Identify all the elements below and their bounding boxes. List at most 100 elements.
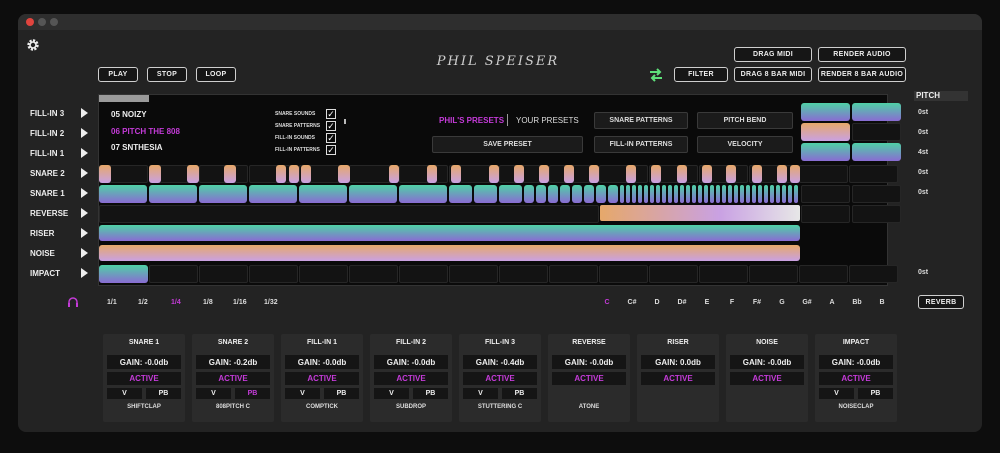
snare-1-hit[interactable]: [638, 185, 642, 203]
headphones-icon[interactable]: [67, 297, 79, 307]
play-triangle-icon[interactable]: [81, 228, 88, 238]
filter-button[interactable]: FILTER: [674, 67, 728, 82]
reverb-button[interactable]: REVERB: [918, 295, 964, 309]
channel-active-toggle[interactable]: ACTIVE: [552, 372, 626, 385]
playhead-scrollbar[interactable]: [99, 95, 149, 102]
pitch-bend-toggle[interactable]: PB: [235, 388, 270, 399]
snare-2-hit[interactable]: [289, 165, 299, 183]
snare-2-hit[interactable]: [752, 165, 762, 183]
snare-2-hit[interactable]: [187, 165, 199, 183]
tab-your-presets[interactable]: YOUR PRESETS: [516, 116, 579, 125]
pitch-value-fill-in-3[interactable]: 0st: [918, 109, 929, 116]
snare-2-hit[interactable]: [626, 165, 636, 183]
tab-phils-presets[interactable]: PHIL'S PRESETS: [439, 116, 505, 125]
snare-1-hit[interactable]: [474, 185, 497, 203]
snare-1-hit[interactable]: [524, 185, 534, 203]
snare-1-hit[interactable]: [608, 185, 618, 203]
grid-option-1-32[interactable]: 1/32: [264, 299, 278, 306]
impact-empty-cell[interactable]: [549, 265, 598, 283]
track-label-fill-in-3[interactable]: FILL-IN 3: [30, 105, 88, 121]
snare-1-hit[interactable]: [584, 185, 594, 203]
impact-empty-cell[interactable]: [199, 265, 248, 283]
impact-empty-cell[interactable]: [599, 265, 648, 283]
pitch-value-fill-in-2[interactable]: 0st: [918, 129, 929, 136]
snare-1-hit[interactable]: [704, 185, 708, 203]
note-option-selected[interactable]: C: [604, 299, 610, 306]
channel-gain[interactable]: GAIN: -0.2db: [196, 355, 270, 369]
velocity-toggle[interactable]: V: [463, 388, 498, 399]
preset-list-item[interactable]: 07 SNTHESIA: [111, 143, 163, 152]
velocity-toggle[interactable]: V: [374, 388, 409, 399]
impact-empty-cell[interactable]: [449, 265, 498, 283]
snare-1-hit[interactable]: [499, 185, 522, 203]
impact-empty-cell[interactable]: [649, 265, 698, 283]
play-triangle-icon[interactable]: [81, 268, 88, 278]
close-window-button[interactable]: [26, 18, 34, 26]
snare-2-hit[interactable]: [389, 165, 399, 183]
grid-option-1-1[interactable]: 1/1: [107, 299, 117, 306]
snare-1-hit[interactable]: [99, 185, 147, 203]
grid-option-1-8[interactable]: 1/8: [203, 299, 213, 306]
note-option[interactable]: Bb: [852, 299, 862, 306]
snare-2-hit[interactable]: [677, 165, 687, 183]
snare-1-hit[interactable]: [662, 185, 666, 203]
channel-gain[interactable]: GAIN: -0.0db: [552, 355, 626, 369]
channel-active-toggle[interactable]: ACTIVE: [463, 372, 537, 385]
note-option[interactable]: D#: [677, 299, 687, 306]
track-label-fill-in-2[interactable]: FILL-IN 2: [30, 125, 88, 141]
fill-in-2-empty-cell[interactable]: [852, 123, 901, 141]
snare-2-hit[interactable]: [276, 165, 286, 183]
impact-empty-cell[interactable]: [699, 265, 748, 283]
snare-2-hit[interactable]: [451, 165, 461, 183]
reverse-empty-cell[interactable]: [801, 205, 850, 223]
impact-empty-cell[interactable]: [749, 265, 798, 283]
snare-1-hit[interactable]: [734, 185, 738, 203]
channel-gain[interactable]: GAIN: -0.0db: [819, 355, 893, 369]
snare-1-hit[interactable]: [764, 185, 768, 203]
reverse-clip[interactable]: [600, 205, 800, 221]
channel-gain[interactable]: GAIN: 0.0db: [641, 355, 715, 369]
snare-1-hit[interactable]: [674, 185, 678, 203]
grid-option-1-2[interactable]: 1/2: [138, 299, 148, 306]
impact-clip[interactable]: [99, 265, 148, 283]
snare-1-hit[interactable]: [299, 185, 347, 203]
pitch-value-snare-2[interactable]: 0st: [918, 169, 929, 176]
impact-empty-cell[interactable]: [349, 265, 398, 283]
snare-1-hit[interactable]: [249, 185, 297, 203]
play-triangle-icon[interactable]: [81, 248, 88, 258]
note-option[interactable]: G#: [802, 299, 812, 306]
track-label-snare-2[interactable]: SNARE 2: [30, 165, 88, 181]
snare-1-hit[interactable]: [680, 185, 684, 203]
snare-1-hit[interactable]: [782, 185, 786, 203]
snare-1-hit[interactable]: [572, 185, 582, 203]
snare-1-hit[interactable]: [199, 185, 247, 203]
snare-2-empty-cell[interactable]: [399, 165, 448, 183]
snare-1-hit[interactable]: [349, 185, 397, 203]
note-option[interactable]: A: [829, 299, 835, 306]
fill-in-1-clip[interactable]: [852, 143, 901, 161]
fill-in-patterns-checkbox[interactable]: ✓: [326, 145, 336, 155]
fill-in-3-clip[interactable]: [801, 103, 850, 121]
fill-in-2-clip[interactable]: [801, 123, 850, 141]
snare-2-hit[interactable]: [777, 165, 787, 183]
snare-1-hit[interactable]: [752, 185, 756, 203]
impact-empty-cell[interactable]: [849, 265, 898, 283]
note-option[interactable]: D: [654, 299, 660, 306]
preset-list-item-selected[interactable]: 06 PITCH THE 808: [111, 127, 180, 136]
track-label-fill-in-1[interactable]: FILL-IN 1: [30, 145, 88, 161]
preset-list-item[interactable]: 05 NOIZY: [111, 110, 147, 119]
snare-2-hit[interactable]: [651, 165, 661, 183]
channel-active-toggle[interactable]: ACTIVE: [641, 372, 715, 385]
snare-sounds-checkbox[interactable]: ✓: [326, 109, 336, 119]
snare-1-empty-cell[interactable]: [852, 185, 901, 203]
gear-icon[interactable]: [26, 38, 40, 52]
snare-1-hit[interactable]: [770, 185, 774, 203]
velocity-toggle[interactable]: V: [819, 388, 854, 399]
channel-gain[interactable]: GAIN: -0.0db: [374, 355, 448, 369]
loop-button[interactable]: LOOP: [196, 67, 236, 82]
snare-2-hit[interactable]: [564, 165, 574, 183]
play-button[interactable]: PLAY: [98, 67, 138, 82]
snare-2-hit[interactable]: [726, 165, 736, 183]
impact-empty-cell[interactable]: [249, 265, 298, 283]
snare-1-hit[interactable]: [794, 185, 798, 203]
